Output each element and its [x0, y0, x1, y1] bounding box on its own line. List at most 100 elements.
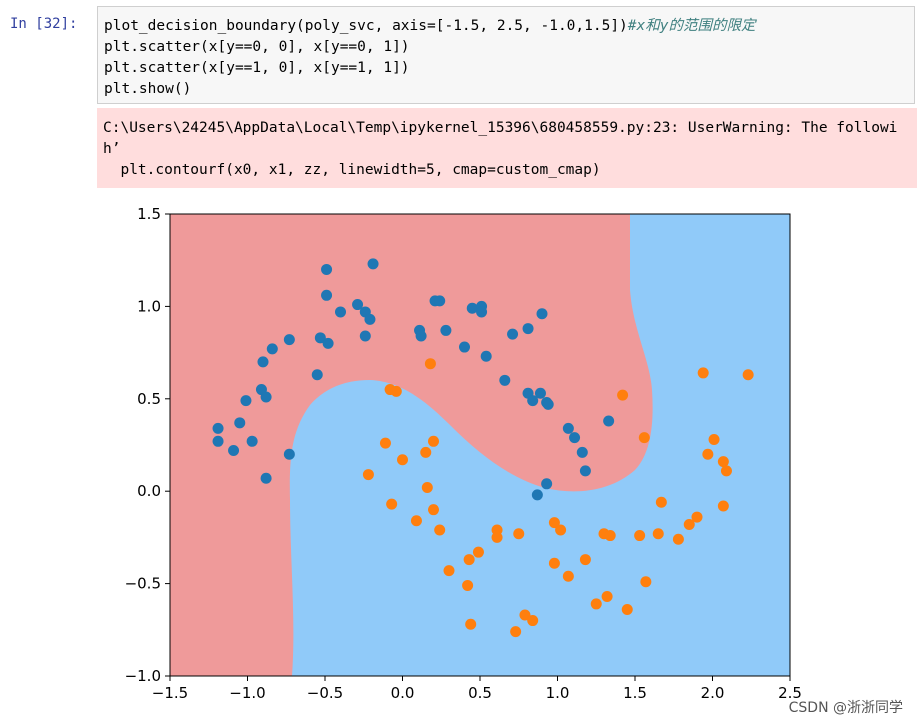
code-comment: #x和y的范围的限定 [627, 18, 756, 34]
scatter-point [476, 306, 488, 318]
scatter-point [652, 528, 664, 540]
scatter-point [240, 395, 252, 407]
x-tick-label: 1.5 [623, 684, 647, 702]
x-tick-label: 2.0 [701, 684, 725, 702]
scatter-point [548, 517, 560, 529]
scatter-point [352, 299, 364, 311]
scatter-point [335, 306, 346, 318]
scatter-point [717, 456, 729, 468]
scatter-point [386, 498, 398, 510]
code-cell[interactable]: plot_decision_boundary(poly_svc, axis=[-… [97, 6, 915, 104]
y-tick-label: −0.5 [125, 575, 161, 593]
scatter-point [569, 432, 581, 444]
scatter-point [266, 343, 278, 355]
scatter-point [640, 576, 652, 588]
scatter-point [562, 570, 574, 582]
code-line: plot_decision_boundary(poly_svc, axis=[-… [104, 18, 628, 34]
scatter-point [311, 369, 323, 381]
scatter-point [621, 603, 633, 615]
scatter-point [421, 482, 433, 494]
scatter-point [541, 478, 553, 490]
scatter-point [480, 350, 492, 362]
scatter-point [434, 524, 446, 536]
scatter-point [321, 263, 333, 275]
scatter-point [638, 432, 650, 444]
output-line: h’ [103, 141, 121, 157]
scatter-point [655, 496, 667, 508]
scatter-point [491, 531, 503, 543]
scatter-point [465, 618, 477, 630]
scatter-point [742, 369, 754, 381]
scatter-point [260, 391, 272, 403]
y-tick-label: 0.0 [137, 482, 161, 500]
x-tick-label: 0.5 [468, 684, 492, 702]
scatter-point [562, 422, 574, 434]
scatter-point [717, 500, 729, 512]
x-tick-label: −1.5 [152, 684, 188, 702]
scatter-point [362, 469, 374, 481]
scatter-point [604, 530, 616, 542]
scatter-point [691, 511, 703, 523]
scatter-point [522, 323, 534, 335]
scatter-point [257, 356, 269, 368]
scatter-point [283, 334, 295, 346]
scatter-point [548, 557, 560, 569]
scatter-point [463, 554, 475, 566]
x-tick-label: 1.0 [546, 684, 570, 702]
scatter-point [212, 435, 224, 447]
scatter-point [367, 258, 379, 270]
x-tick-label: 0.0 [391, 684, 415, 702]
scatter-point [702, 448, 714, 460]
code-line: plt.show() [104, 81, 192, 97]
scatter-point [459, 341, 470, 353]
scatter-point [424, 358, 436, 370]
scatter-point [359, 330, 371, 342]
scatter-point [519, 609, 531, 621]
scatter-point [708, 433, 720, 445]
scatter-point [617, 389, 629, 401]
chart: −1.5 −1.0 −0.5 0.0 0.5 1.0 1.5 2.0 2.5−1.0−0.50.… [125, 205, 802, 702]
scatter-point [720, 465, 732, 477]
scatter-point [536, 308, 548, 320]
scatter-point [576, 446, 588, 458]
x-tick-label: 2.5 [778, 684, 802, 702]
scatter-point [410, 515, 422, 527]
output-line: C:\Users\24245\AppData\Local\Temp\ipyker… [103, 120, 898, 136]
scatter-point [246, 435, 258, 447]
region-class-1 [289, 214, 790, 676]
scatter-point [397, 454, 408, 466]
scatter-point [683, 518, 695, 530]
warning-output: C:\Users\24245\AppData\Local\Temp\ipyker… [97, 108, 917, 188]
y-tick-label: 1.5 [137, 205, 161, 223]
scatter-point [234, 417, 246, 429]
scatter-point [314, 332, 326, 344]
scatter-point [697, 367, 709, 379]
scatter-point [466, 302, 478, 314]
scatter-point [542, 398, 554, 410]
scatter-point [212, 422, 224, 434]
scatter-point [531, 489, 543, 501]
scatter-point [379, 437, 391, 449]
scatter-point [601, 591, 613, 603]
scatter-point [428, 435, 439, 447]
scatter-point [672, 533, 684, 545]
scatter-point [590, 598, 602, 610]
x-tick-label: −1.0 [229, 684, 265, 702]
scatter-point [507, 328, 519, 340]
watermark: CSDN @浙浙同学 [788, 700, 903, 716]
scatter-point [415, 330, 427, 342]
scatter-point [527, 615, 539, 627]
scatter-point [428, 504, 439, 516]
scatter-point [513, 528, 525, 540]
y-tick-label: −1.0 [125, 667, 161, 685]
x-tick-label: −0.5 [307, 684, 343, 702]
y-tick-label: 0.5 [137, 390, 161, 408]
scatter-point [603, 415, 615, 427]
scatter-point [499, 374, 511, 386]
output-line: plt.contourf(x0, x1, zz, linewidth=5, cm… [103, 162, 601, 178]
scatter-point [322, 337, 334, 349]
scatter-point [462, 579, 474, 591]
scatter-point [390, 385, 402, 397]
scatter-point [434, 295, 446, 307]
